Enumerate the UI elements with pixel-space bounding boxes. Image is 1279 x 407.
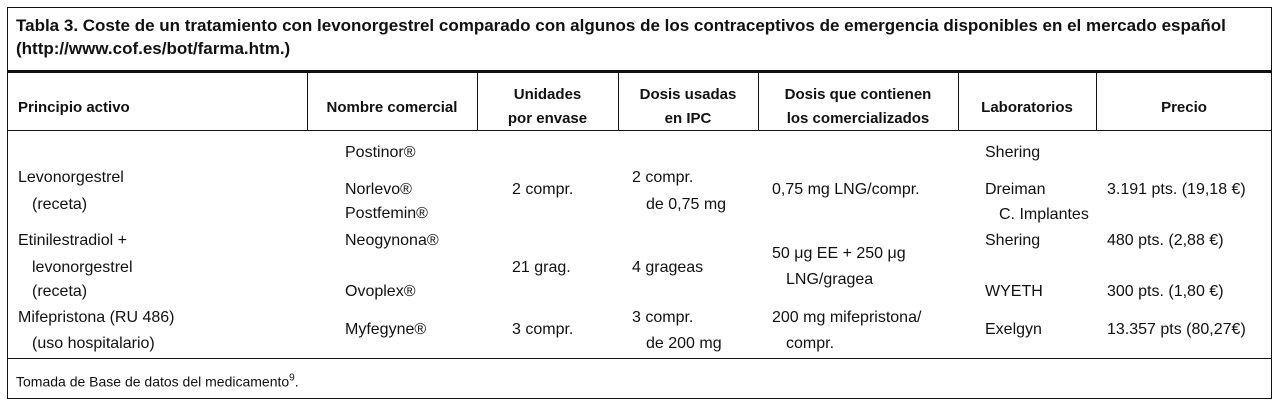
- table-cell: Levonorgestrel: [18, 169, 124, 186]
- header-cell: Laboratorios: [981, 99, 1073, 116]
- footnote-ref: 9: [289, 372, 295, 384]
- table-cell: Dreiman: [985, 181, 1046, 198]
- header-cell: por envase: [507, 110, 588, 127]
- table-cell: (receta): [32, 196, 88, 213]
- table-cell: (uso hospitalario): [32, 335, 155, 352]
- table-cell: 3.191 pts. (19,18 €): [1107, 181, 1246, 198]
- table-cell: 300 pts. (1,80 €): [1107, 283, 1224, 300]
- footnote: Tomada de Base de datos del medicamento9…: [16, 370, 299, 391]
- rule: [7, 70, 1272, 73]
- table-cell: Postfemin®: [345, 205, 428, 222]
- table-cell: (receta): [32, 283, 88, 300]
- header-cell: Dosis que contienen: [784, 86, 932, 103]
- table-cell: 200 mg mifepristona/: [772, 309, 922, 326]
- table-cell: 3 compr.: [512, 321, 574, 338]
- header-cell: Dosis usadas: [639, 86, 737, 103]
- header-cell: los comercializados: [786, 110, 930, 127]
- table-cell: 3 compr.: [632, 309, 694, 326]
- header-cell: Principio activo: [18, 99, 130, 116]
- table-cell: C. Implantes: [999, 206, 1089, 223]
- table-cell: Shering: [985, 144, 1041, 161]
- divider: [307, 72, 308, 130]
- table-cell: Shering: [985, 232, 1041, 249]
- table-cell: 4 grageas: [632, 259, 704, 276]
- border: [7, 398, 1272, 399]
- divider: [477, 72, 478, 130]
- footnote-end: .: [294, 373, 299, 390]
- table-cell: de 200 mg: [646, 335, 722, 352]
- header-cell: Unidades: [513, 86, 582, 103]
- table-cell: compr.: [786, 335, 835, 352]
- table-cell: Norlevo®: [345, 181, 412, 198]
- table-cell: 2 compr.: [512, 181, 574, 198]
- footnote-text: Tomada de Base de datos del medicamento: [16, 373, 290, 390]
- table-cell: Mifepristona (RU 486): [18, 309, 175, 326]
- border: [7, 7, 1272, 8]
- table-cell: 50 μg EE + 250 μg: [772, 245, 906, 262]
- table-cell: levonorgestrel: [32, 259, 133, 276]
- border: [1271, 7, 1272, 399]
- divider: [958, 72, 959, 130]
- table-cell: de 0,75 mg: [646, 196, 727, 213]
- rule: [7, 130, 1272, 131]
- table-cell: LNG/gragea: [786, 271, 874, 288]
- table-cell: WYETH: [985, 283, 1043, 300]
- table-title: Tabla 3. Coste de un tratamiento con lev…: [16, 16, 1226, 58]
- header-cell: en IPC: [664, 110, 712, 127]
- table-cell: Neogynona®: [345, 232, 439, 249]
- table-cell: 480 pts. (2,88 €): [1107, 232, 1224, 249]
- divider: [758, 72, 759, 130]
- table-cell: Postinor®: [345, 144, 416, 161]
- border: [7, 7, 8, 399]
- header-cell: Nombre comercial: [326, 99, 458, 116]
- table-cell: Etinilestradiol +: [18, 232, 127, 249]
- table-cell: Myfegyne®: [345, 321, 427, 338]
- table-cell: 13.357 pts (80,27€): [1107, 321, 1246, 338]
- table-cell: 2 compr.: [632, 169, 694, 186]
- divider: [618, 72, 619, 130]
- table-cell: 21 grag.: [512, 259, 571, 276]
- table-cell: Exelgyn: [985, 321, 1042, 338]
- rule: [7, 358, 1272, 359]
- header-cell: Precio: [1161, 99, 1207, 116]
- divider: [1096, 72, 1097, 130]
- table-cell: Ovoplex®: [345, 283, 416, 300]
- table-cell: 0,75 mg LNG/compr.: [772, 181, 920, 198]
